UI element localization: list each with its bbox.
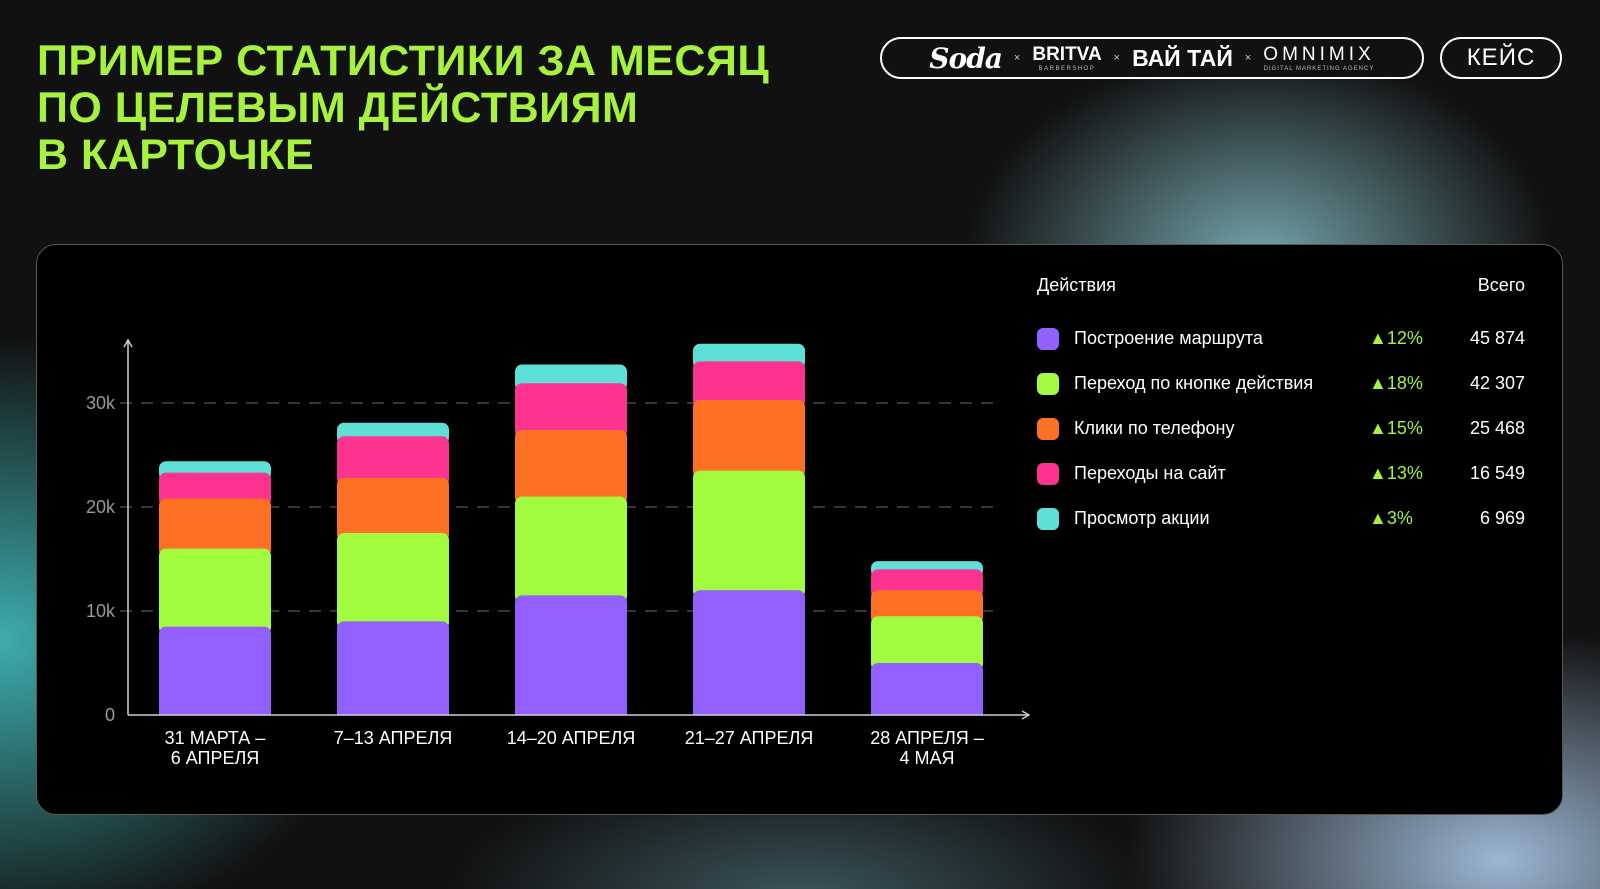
x-axis-arrow xyxy=(1021,710,1031,720)
x-tick-label: 6 АПРЕЛЯ xyxy=(171,748,260,768)
legend-swatch-promo-views xyxy=(1037,507,1059,530)
x-tick-label: 21–27 АПРЕЛЯ xyxy=(685,728,814,748)
legend-actions-header: Действия xyxy=(1037,275,1116,295)
legend-swatch-route xyxy=(1037,327,1059,350)
legend-item: Построение маршрута ▲12% 45 874 xyxy=(1037,316,1525,361)
bar-segment xyxy=(693,470,805,599)
bar-segment xyxy=(515,595,627,715)
legend-total-header: Всего xyxy=(1477,275,1525,295)
legend-total: 42 307 xyxy=(1469,373,1525,393)
britva-logo-text: BRITVA xyxy=(1032,43,1102,65)
bar-segment xyxy=(693,399,805,479)
y-tick-label: 20k xyxy=(86,497,116,517)
bar-segment xyxy=(159,707,271,715)
bar-segment xyxy=(871,663,983,715)
bar-segment xyxy=(871,707,983,715)
bar-segment xyxy=(159,548,271,635)
bar-segment xyxy=(515,707,627,715)
title-line-1: ПРИМЕР СТАТИСТИКИ ЗА МЕСЯЦ xyxy=(37,37,770,85)
x-tick-label: 28 АПРЕЛЯ – xyxy=(870,728,984,748)
case-button[interactable]: КЕЙС xyxy=(1440,37,1562,79)
legend-item: Переход по кнопке действия ▲18% 42 307 xyxy=(1037,361,1525,406)
bar-segment xyxy=(337,621,449,715)
y-axis-arrow xyxy=(123,338,133,348)
bar-segment xyxy=(515,496,627,604)
legend-item: Клики по телефону ▲15% 25 468 xyxy=(1037,406,1525,451)
britva-logo: BRITVA BARBERSHOP xyxy=(1032,45,1101,72)
bar-segment xyxy=(871,590,983,625)
chart-panel: 0 10k 20k 30k 31 МАРТА –6 АПРЕЛЯ 7–13 АПРЕЛЯ 1… xyxy=(36,244,1563,815)
y-tick-label: 30k xyxy=(86,393,116,413)
omnimix-logo-text: OMNIMIX xyxy=(1263,43,1375,65)
legend-header: Действия Всего xyxy=(1037,275,1525,299)
legend-swatch-action-button xyxy=(1037,372,1059,395)
legend-label: Просмотр акции xyxy=(1074,508,1210,528)
y-tick-label: 10k xyxy=(86,601,116,621)
x-tick-label: 14–20 АПРЕЛЯ xyxy=(507,728,636,748)
legend-total: 16 549 xyxy=(1469,463,1525,483)
bar-segment xyxy=(337,533,449,630)
bar-segment xyxy=(159,472,271,507)
britva-logo-subtext: BARBERSHOP xyxy=(1038,65,1096,72)
legend-change: ▲13% xyxy=(1369,463,1423,483)
y-tick-label: 0 xyxy=(105,705,115,725)
bar-segment xyxy=(693,361,805,408)
legend-label: Переходы на сайт xyxy=(1074,463,1226,483)
legend-label: Переход по кнопке действия xyxy=(1074,373,1314,393)
legend-item: Просмотр акции ▲3% 6 969 xyxy=(1037,496,1525,541)
omnimix-logo: OMNIMIX DIGITAL MARKETING AGENCY xyxy=(1263,45,1374,72)
bar-segment xyxy=(871,616,983,671)
legend: Действия Всего Построение маршрута ▲12% … xyxy=(1037,275,1525,541)
partner-separator: × xyxy=(1013,52,1021,64)
bar-segment xyxy=(159,626,271,715)
legend-swatch-site-visits xyxy=(1037,462,1059,485)
legend-change: ▲3% xyxy=(1369,508,1413,528)
legend-total: 6 969 xyxy=(1479,508,1525,528)
bar-segment xyxy=(337,436,449,486)
title-line-2: ПО ЦЕЛЕВЫМ ДЕЙСТВИЯМ xyxy=(37,84,639,132)
bar-segment xyxy=(515,383,627,439)
bar-segment xyxy=(693,590,805,715)
bar-segment xyxy=(515,430,627,505)
legend-label: Построение маршрута xyxy=(1074,328,1263,348)
partner-separator: × xyxy=(1113,52,1121,64)
bar-segment xyxy=(159,498,271,557)
stacked-bar-chart: 0 10k 20k 30k 31 МАРТА –6 АПРЕЛЯ 7–13 АПРЕЛЯ 1… xyxy=(86,338,1031,768)
bar-segment xyxy=(693,707,805,715)
vaitai-logo: ВАЙ ТАЙ xyxy=(1132,44,1233,71)
x-tick-label: 7–13 АПРЕЛЯ xyxy=(334,728,453,748)
partner-logos: Soda × BRITVA BARBERSHOP × ВАЙ ТАЙ × OMN… xyxy=(880,37,1424,79)
legend-change: ▲18% xyxy=(1369,373,1423,393)
legend-total: 45 874 xyxy=(1469,328,1525,348)
bar-segment xyxy=(337,477,449,541)
bar-segment xyxy=(337,707,449,715)
legend-total: 25 468 xyxy=(1469,418,1525,438)
legend-label: Клики по телефону xyxy=(1074,418,1235,438)
page-title: ПРИМЕР СТАТИСТИКИ ЗА МЕСЯЦ ПО ЦЕЛЕВЫМ ДЕ… xyxy=(37,38,769,179)
x-tick-label: 4 МАЯ xyxy=(899,748,954,768)
x-tick-label: 31 МАРТА – xyxy=(165,728,266,748)
omnimix-logo-subtext: DIGITAL MARKETING AGENCY xyxy=(1263,65,1375,72)
legend-change: ▲12% xyxy=(1369,328,1423,348)
soda-logo: Soda xyxy=(929,41,1003,75)
title-line-3: В КАРТОЧКЕ xyxy=(37,131,315,179)
legend-swatch-phone-clicks xyxy=(1037,417,1059,440)
legend-item: Переходы на сайт ▲13% 16 549 xyxy=(1037,451,1525,496)
legend-change: ▲15% xyxy=(1369,418,1423,438)
partner-separator: × xyxy=(1244,52,1252,64)
